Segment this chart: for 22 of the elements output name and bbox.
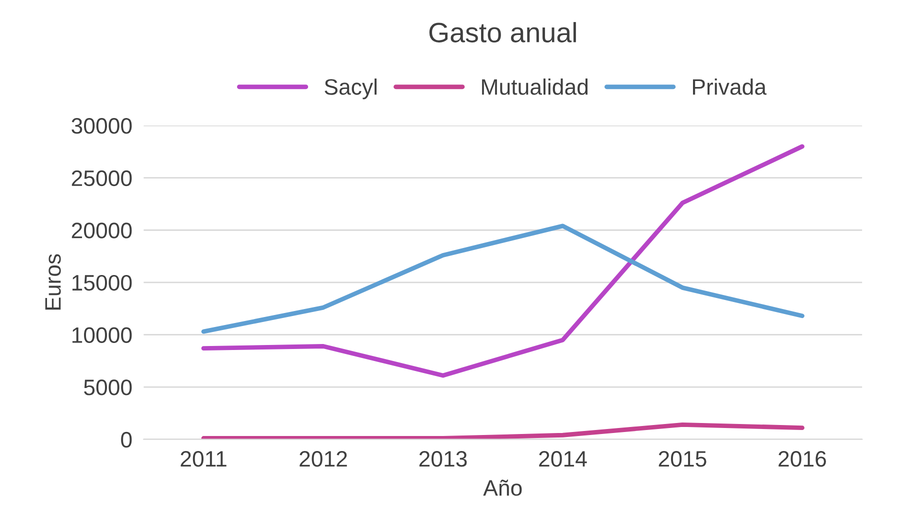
y-tick-label: 5000 — [84, 380, 132, 396]
x-tick-label: 2014 — [539, 451, 587, 467]
y-tick-label: 10000 — [72, 327, 132, 343]
x-tick-label: 2015 — [658, 451, 706, 467]
x-axis-title: Año — [483, 480, 522, 496]
y-tick-label: 25000 — [72, 170, 132, 186]
y-tick-label: 30000 — [72, 118, 132, 134]
chart-title: Gasto anual — [429, 22, 576, 42]
legend-label: Sacyl — [324, 78, 377, 100]
line-series — [201, 144, 804, 378]
x-tick-label: 2013 — [419, 451, 467, 467]
legend-label: Privada — [693, 78, 767, 95]
y-tick-label: 0 — [121, 432, 132, 448]
x-tick-label: 2016 — [778, 451, 826, 467]
x-tick-label: 2011 — [180, 451, 226, 467]
legend-label: Mutualidad — [482, 78, 588, 95]
line-series — [201, 224, 804, 334]
x-tick-label: 2012 — [300, 451, 347, 467]
y-axis-title: Euros — [45, 254, 61, 310]
y-tick-label: 20000 — [72, 222, 132, 238]
y-tick-label: 15000 — [72, 274, 132, 291]
line-series — [201, 422, 804, 440]
